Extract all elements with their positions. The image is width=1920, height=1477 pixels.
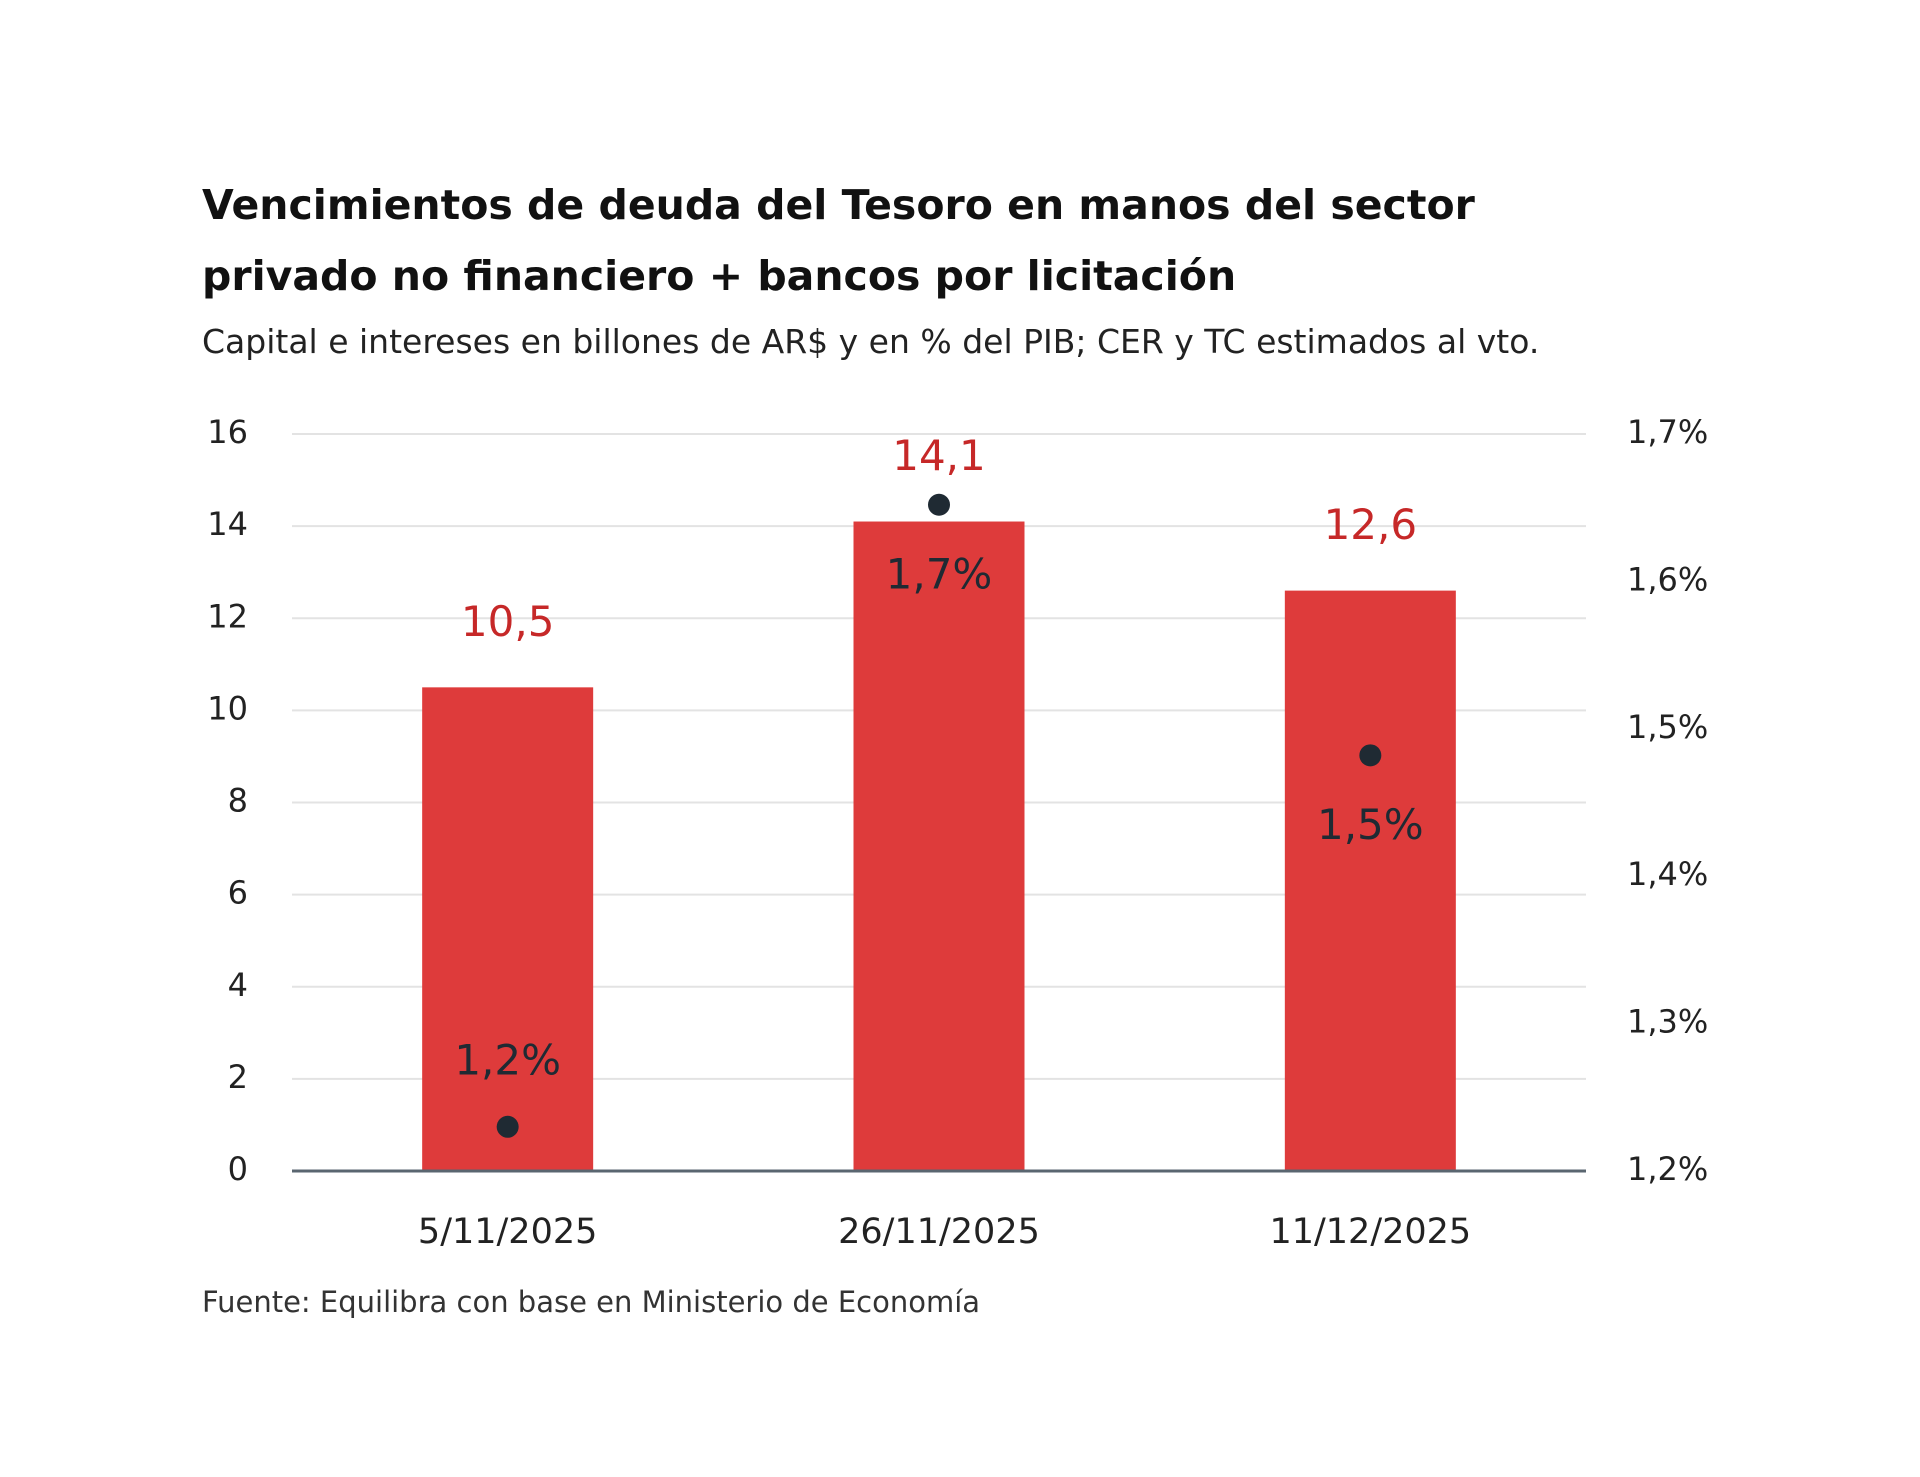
point-value-label: 1,7% [886, 549, 993, 598]
y-tick-label: 4 [228, 966, 248, 1004]
y-tick-label: 8 [228, 782, 248, 820]
source-note: Fuente: Equilibra con base en Ministerio… [202, 1285, 981, 1319]
bar [422, 687, 594, 1171]
chart-title: Vencimientos de deuda del Tesoro en mano… [202, 181, 1475, 300]
chart-subtitle: Capital e intereses en billones de AR$ y… [202, 322, 1540, 361]
x-tick-label: 11/12/2025 [1269, 1212, 1471, 1252]
bar-value-label: 12,6 [1324, 500, 1418, 549]
bar-value-label: 10,5 [461, 597, 555, 646]
y-tick-label: 14 [207, 505, 248, 543]
point [1359, 744, 1382, 767]
bar [1284, 590, 1456, 1171]
y-tick-label: 16 [207, 413, 248, 451]
point [928, 493, 950, 516]
y-tick-label: 6 [228, 874, 248, 912]
y2-tick-label: 1,3% [1627, 1003, 1708, 1041]
point-value-label: 1,5% [1317, 800, 1424, 849]
bar-value-label: 14,1 [892, 431, 986, 480]
y2-tick-label: 1,2% [1627, 1150, 1708, 1188]
point-value-label: 1,2% [454, 1035, 561, 1084]
y-tick-label: 0 [228, 1150, 248, 1188]
y2-tick-label: 1,7% [1627, 413, 1708, 451]
y-tick-label: 10 [207, 689, 248, 727]
point [496, 1115, 519, 1138]
x-tick-label: 5/11/2025 [418, 1212, 597, 1252]
y2-tick-label: 1,4% [1627, 855, 1708, 893]
y-tick-label: 12 [207, 597, 248, 635]
y-tick-label: 2 [228, 1058, 248, 1096]
y2-tick-label: 1,5% [1627, 708, 1708, 746]
bar [853, 521, 1025, 1171]
x-tick-label: 26/11/2025 [838, 1212, 1040, 1252]
y2-tick-label: 1,6% [1627, 560, 1708, 598]
